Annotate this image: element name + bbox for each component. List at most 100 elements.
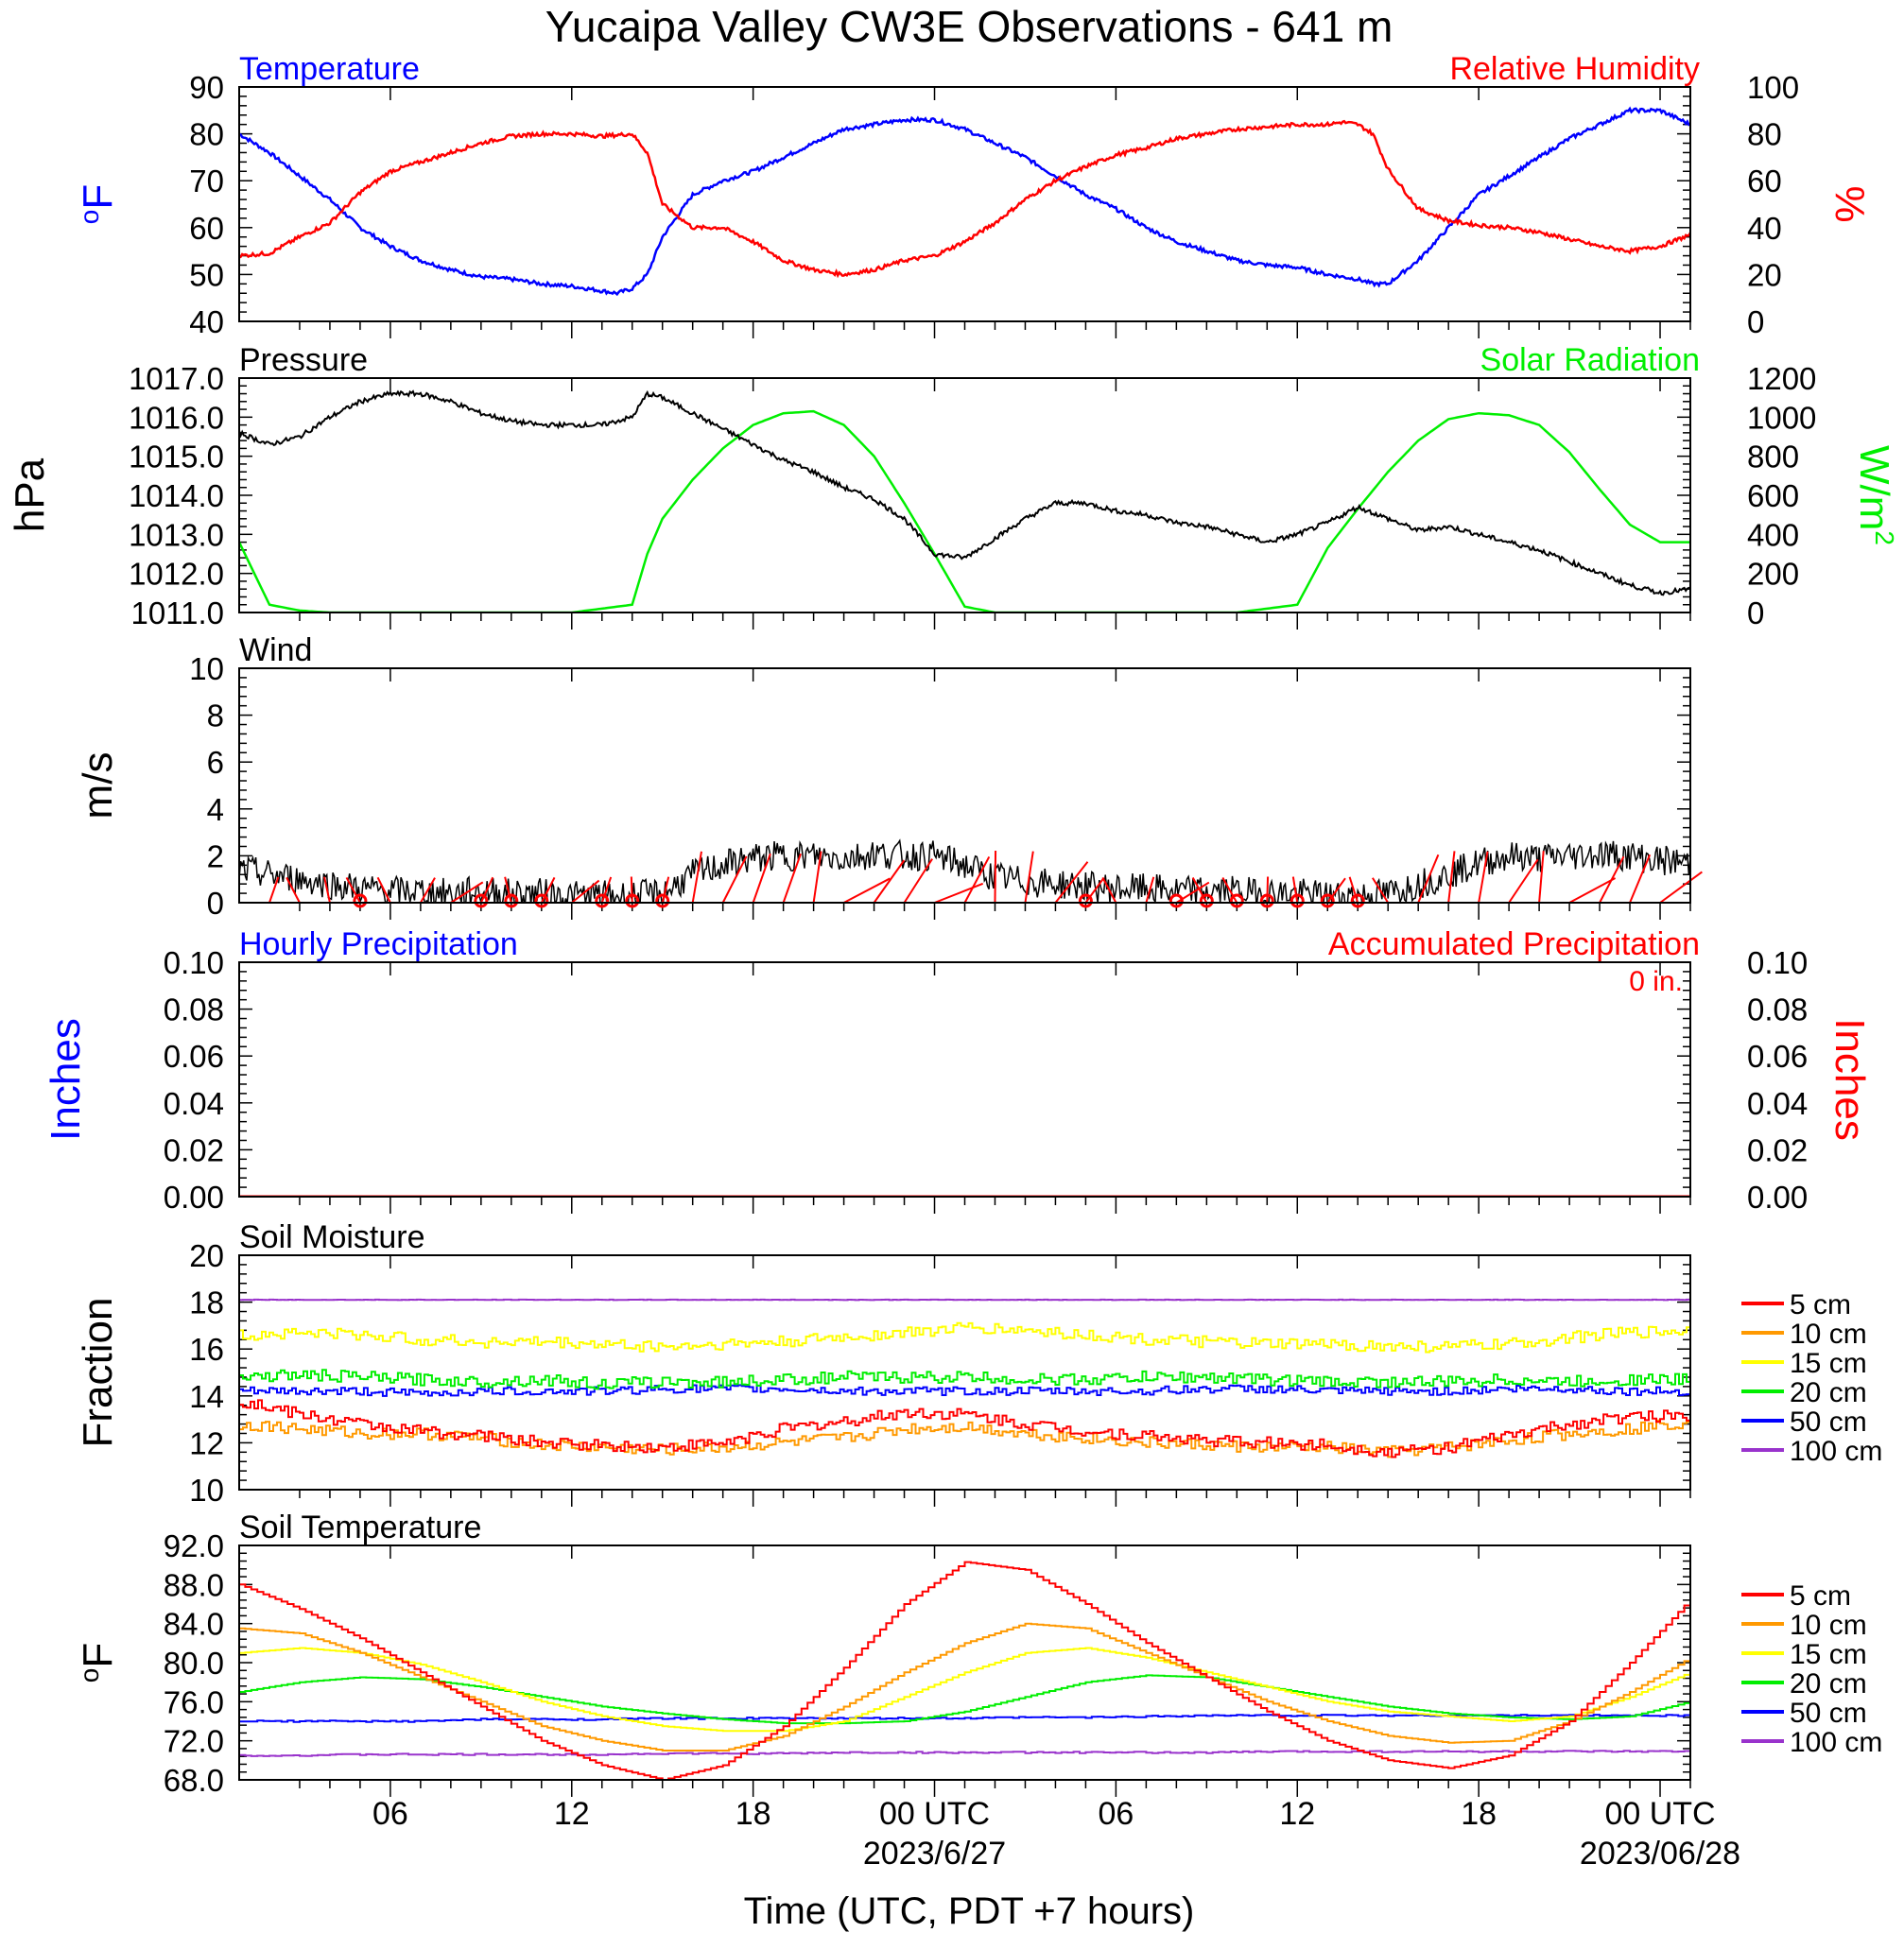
calm-wind-marker <box>625 893 640 908</box>
wind-barb <box>1478 851 1489 904</box>
y-tick-label: 88.0 <box>164 1567 224 1602</box>
legend-label: 10 cm <box>1790 1610 1867 1641</box>
wind-barb <box>286 876 301 904</box>
calm-wind-marker <box>1259 893 1274 908</box>
wind-barb <box>1447 851 1456 904</box>
y-axis-label: oF <box>75 1643 121 1683</box>
legend-label: 50 cm <box>1790 1698 1867 1729</box>
y-tick-label-right: 0.04 <box>1747 1086 1808 1121</box>
y-axis-label: oF <box>75 184 121 224</box>
y-tick-label: 70 <box>189 164 224 198</box>
wind-barb <box>661 876 670 904</box>
panel-title-left: Temperature <box>239 51 420 87</box>
y-tick-label: 1012.0 <box>129 557 224 592</box>
x-tick-label: 12 <box>1279 1796 1315 1832</box>
y-tick-label-right: 0.00 <box>1747 1180 1808 1215</box>
panel-title-left: Soil Temperature <box>239 1510 481 1545</box>
wind-barb <box>963 855 991 904</box>
y-axis-label: m/s <box>75 752 121 820</box>
y-tick-label-right: 800 <box>1747 440 1799 475</box>
y-tick-label: 1011.0 <box>131 595 224 630</box>
series-5cm <box>239 1399 1690 1458</box>
y-tick-label: 0.06 <box>164 1039 224 1074</box>
y-tick-label: 90 <box>189 70 224 105</box>
series-wind-speed <box>239 838 1690 903</box>
y-tick-label-right: 0 <box>1747 595 1764 630</box>
y-tick-label: 0 <box>207 886 224 921</box>
x-axis: 06 12 18 00 UTC 06 12 18 00 UTC 2023/6/27 2023/06… <box>372 1796 1740 1872</box>
wind-barb <box>1599 855 1625 904</box>
legend-label: 20 cm <box>1790 1377 1867 1408</box>
series-relative-humidity <box>239 119 1690 279</box>
y-tick-label: 20 <box>189 1238 224 1273</box>
wind-barb <box>721 855 748 904</box>
legend-label: 100 cm <box>1790 1436 1882 1467</box>
y-tick-label-right: 0.02 <box>1747 1132 1808 1167</box>
x-date-label: 2023/06/28 <box>1580 1836 1740 1872</box>
panel-title-left: Soil Moisture <box>239 1219 425 1255</box>
y-tick-label: 0.02 <box>164 1132 224 1167</box>
legend-label: 10 cm <box>1790 1319 1867 1350</box>
panel-title-left: Hourly Precipitation <box>239 926 518 962</box>
plot-frame <box>238 377 1691 613</box>
wind-barb <box>479 876 494 904</box>
y-axis-label: Inches <box>43 1018 89 1141</box>
y-tick-label: 92.0 <box>164 1528 224 1563</box>
series-5cm <box>239 1561 1690 1780</box>
series-10cm <box>239 1419 1690 1458</box>
y-tick-label: 10 <box>189 1473 224 1508</box>
calm-wind-marker <box>1229 893 1244 908</box>
panel-title-right: Solar Radiation <box>1480 342 1700 378</box>
wind-barb <box>1221 877 1238 904</box>
y-tick-label: 0.04 <box>164 1086 224 1121</box>
y-tick-label: 0.00 <box>164 1180 224 1215</box>
wind-barb <box>812 851 822 904</box>
wind-barb <box>1326 877 1346 904</box>
x-tick-label: 00 UTC <box>1604 1796 1715 1832</box>
y-tick-label-right: 0.10 <box>1747 945 1808 980</box>
plot-frame <box>238 86 1691 322</box>
x-tick-label: 00 UTC <box>879 1796 990 1832</box>
panel-title-right: Accumulated Precipitation <box>1328 926 1700 962</box>
wind-barb <box>540 876 556 904</box>
wind-barb <box>1417 854 1440 904</box>
series-group <box>239 1561 1690 1780</box>
series-group <box>239 1298 1690 1458</box>
y-tick-label-right: 400 <box>1747 517 1799 552</box>
y-tick-label-right: 1000 <box>1747 400 1816 435</box>
legend-label: 50 cm <box>1790 1406 1867 1438</box>
y-tick-label: 0.10 <box>164 945 224 980</box>
x-tick-label: 06 <box>1098 1796 1134 1832</box>
x-tick-label: 12 <box>554 1796 590 1832</box>
legend-label: 5 cm <box>1790 1580 1851 1612</box>
plot-frame <box>238 1254 1691 1491</box>
series-50cm <box>239 1384 1690 1397</box>
panel-soil_moisture: 20 18 16 14 12 10 Soil Moisture Fraction 5 cm10 … <box>75 1219 1882 1508</box>
wind-barb <box>345 876 361 904</box>
y-tick-label-right: 600 <box>1747 478 1799 513</box>
wind-barb <box>1145 876 1155 904</box>
wind-barb <box>504 876 512 904</box>
wind-barb <box>1568 877 1617 904</box>
wind-barb <box>1508 858 1539 904</box>
panel-temperature_humidity: 90 80 70 60 50 40 100 80 60 40 20 0 Temperature Relat… <box>75 51 1873 339</box>
wind-barb <box>600 876 613 904</box>
panel-title-left: Wind <box>239 632 312 668</box>
wind-barb <box>873 859 906 904</box>
wind-barb <box>1266 876 1270 904</box>
calm-wind-marker <box>1078 893 1093 908</box>
series-20cm <box>239 1369 1690 1390</box>
legend-label: 15 cm <box>1790 1348 1867 1379</box>
panel-precipitation: 0.10 0.08 0.06 0.04 0.02 0.00 0.10 0.08 0.06 0.04… <box>43 926 1873 1215</box>
y-tick-label: 4 <box>207 792 224 827</box>
wind-barb <box>420 877 436 904</box>
y-tick-label-right: 1200 <box>1747 361 1816 396</box>
plot-frame <box>238 667 1691 904</box>
plot-frame <box>238 1544 1691 1781</box>
legend-label: 20 cm <box>1790 1668 1867 1700</box>
y-tick-label: 1014.0 <box>129 478 224 513</box>
calm-wind-marker <box>1290 893 1305 908</box>
